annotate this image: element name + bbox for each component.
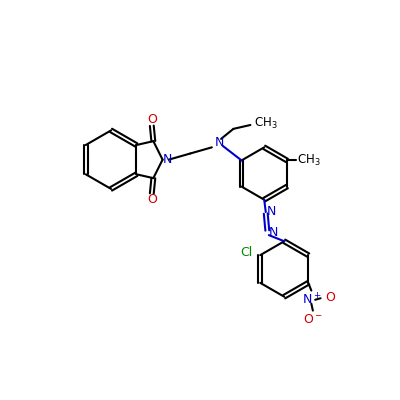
Text: N: N [269, 226, 278, 239]
Text: O$^-$: O$^-$ [303, 313, 323, 326]
Text: O: O [326, 291, 336, 304]
Text: CH$_3$: CH$_3$ [254, 116, 278, 131]
Text: N$^+$: N$^+$ [302, 292, 321, 308]
Text: Cl: Cl [240, 246, 252, 259]
Text: N: N [267, 205, 277, 218]
Text: O: O [147, 193, 157, 206]
Text: N: N [215, 136, 224, 149]
Text: N: N [162, 153, 172, 166]
Text: O: O [147, 113, 157, 126]
Text: CH$_3$: CH$_3$ [297, 153, 320, 168]
